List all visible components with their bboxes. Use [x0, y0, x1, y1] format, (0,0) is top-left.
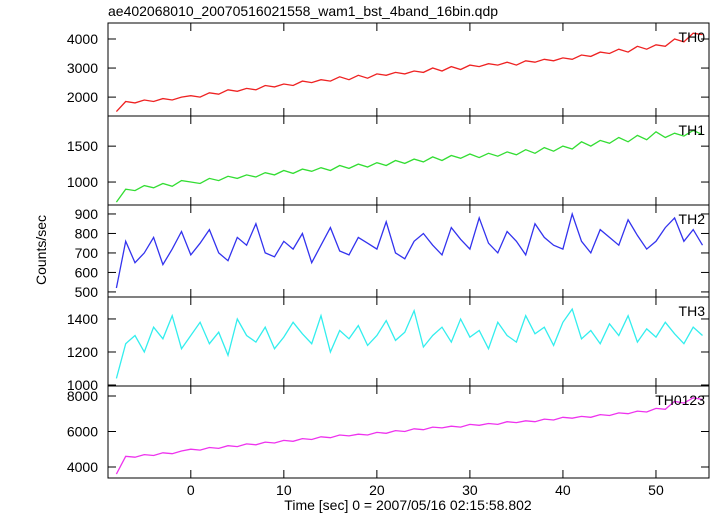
- y-axis-label: Counts/sec: [33, 215, 49, 285]
- chart-title: ae402068010_20070516021558_wam1_bst_4ban…: [108, 3, 498, 19]
- y-tick-label: 2000: [67, 89, 98, 105]
- y-tick-label: 800: [75, 225, 99, 241]
- series-name: TH0: [679, 29, 706, 45]
- series-line: [115, 397, 703, 475]
- series-line: [115, 211, 704, 289]
- y-tick-label: 1000: [67, 174, 98, 190]
- series-name: TH2: [679, 211, 706, 227]
- panel-frame: [107, 385, 710, 479]
- y-tick-label: 3000: [67, 60, 98, 76]
- x-tick-label: 0: [187, 482, 195, 498]
- y-tick-label: 4000: [67, 31, 98, 47]
- y-tick-label: 1000: [67, 377, 98, 393]
- series-name: TH1: [679, 122, 706, 138]
- y-tick-label: 1200: [67, 344, 98, 360]
- panel-frame: [107, 296, 710, 387]
- y-tick-label: 900: [75, 206, 99, 222]
- series-name: TH3: [679, 303, 706, 319]
- x-tick-label: 40: [555, 482, 571, 498]
- x-tick-label: 20: [369, 482, 385, 498]
- y-tick-label: 4000: [67, 459, 98, 475]
- y-tick-label: 700: [75, 245, 99, 261]
- y-tick-label: 600: [75, 264, 99, 280]
- series-line: [115, 32, 703, 113]
- x-axis-label: Time [sec] 0 = 2007/05/16 02:15:58.802: [284, 497, 532, 513]
- y-tick-label: 8000: [67, 388, 98, 404]
- panel-frame: [107, 115, 710, 206]
- x-tick-label: 50: [648, 482, 664, 498]
- y-tick-label: 1400: [67, 311, 98, 327]
- y-tick-label: 6000: [67, 423, 98, 439]
- x-tick-label: 10: [276, 482, 292, 498]
- series-line: [115, 129, 703, 203]
- x-tick-label: 30: [462, 482, 478, 498]
- panel-frame: [107, 22, 710, 117]
- y-tick-label: 500: [75, 284, 99, 300]
- y-tick-label: 1500: [67, 138, 98, 154]
- series-name: TH0123: [655, 392, 705, 408]
- series-line: [115, 307, 703, 379]
